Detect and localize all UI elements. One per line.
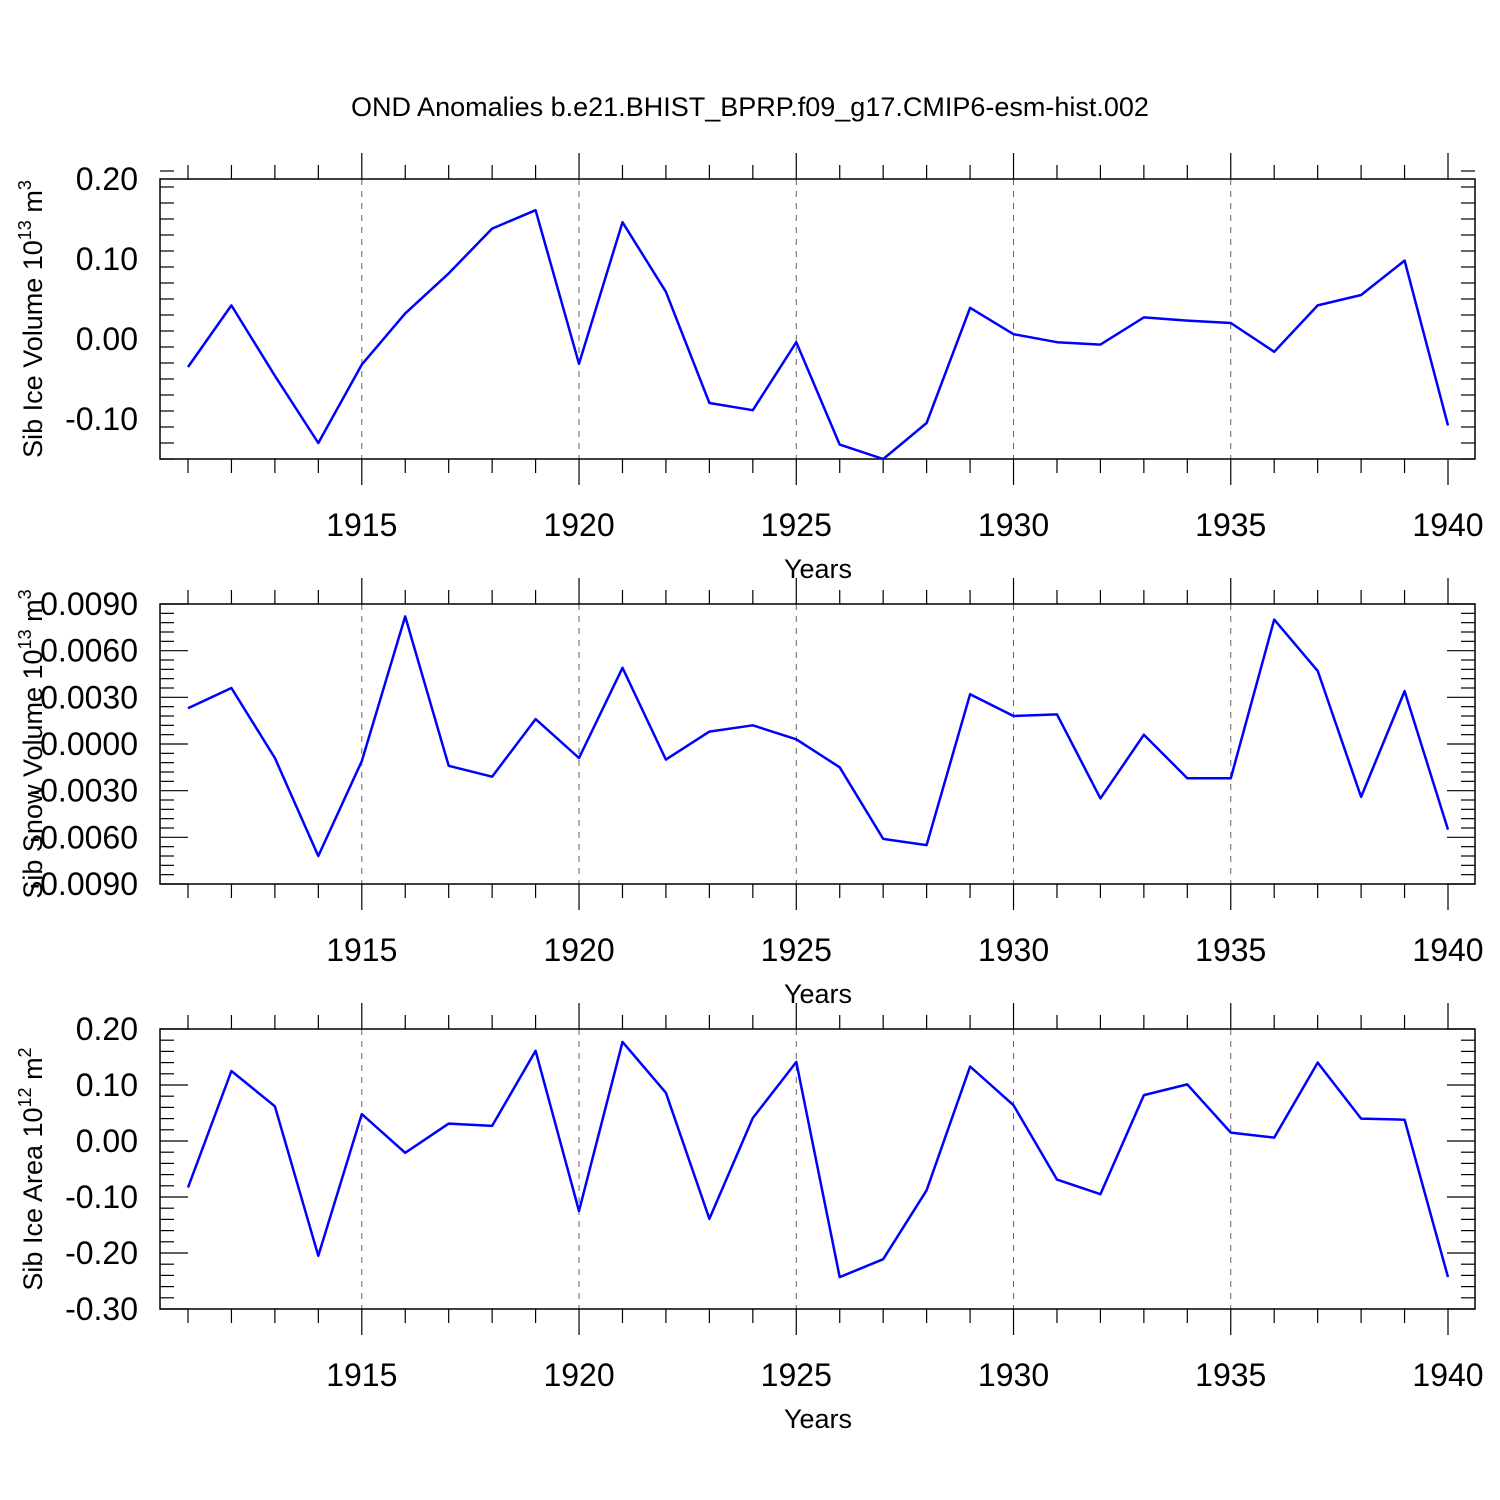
plot-frame xyxy=(159,603,1476,885)
y-tick-label: -0.0060 xyxy=(29,819,138,855)
y-tick-label: 0.0000 xyxy=(40,726,138,762)
x-tick-label: 1925 xyxy=(761,1357,832,1393)
x-tick-label: 1930 xyxy=(978,1357,1049,1393)
plot-frame xyxy=(159,178,1476,460)
x-tick-label: 1920 xyxy=(543,1357,614,1393)
x-tick-label: 1940 xyxy=(1412,932,1483,968)
y-tick-label: -0.20 xyxy=(65,1235,138,1271)
x-axis-label: Years xyxy=(784,554,852,584)
y-tick-label: -0.10 xyxy=(65,401,138,437)
series-line-sib-ice-area xyxy=(186,1040,1450,1279)
x-tick-label: 1935 xyxy=(1195,932,1266,968)
y-tick-label: 0.0060 xyxy=(40,633,138,669)
x-axis-label: Years xyxy=(784,979,852,1009)
y-tick-label: 0.20 xyxy=(76,161,138,197)
x-tick-label: 1920 xyxy=(543,932,614,968)
y-tick-label: -0.0030 xyxy=(29,773,138,809)
y-axis-label: Sib Snow Volume 1013 m3 xyxy=(15,589,48,898)
figure-title: OND Anomalies b.e21.BHIST_BPRP.f09_g17.C… xyxy=(351,92,1149,122)
y-tick-label: 0.0030 xyxy=(40,679,138,715)
x-tick-label: 1915 xyxy=(326,1357,397,1393)
x-tick-label: 1920 xyxy=(543,507,614,543)
x-tick-label: 1935 xyxy=(1195,1357,1266,1393)
panel-3: 1915 1920 1925 1930 1935 1940 Years -0.30 -0.20 -… xyxy=(15,1003,1484,1434)
y-tick-label: 0.10 xyxy=(76,1067,138,1103)
x-axis-label: Years xyxy=(784,1404,852,1434)
panel-1: 1915 1920 1925 1930 1935 1940 Years -0.10 0.00 0.… xyxy=(15,153,1484,584)
x-tick-label: 1915 xyxy=(326,507,397,543)
y-axis-label: Sib Ice Area 1012 m2 xyxy=(15,1047,48,1290)
y-tick-label: 0.0090 xyxy=(40,586,138,622)
y-tick-label: 0.00 xyxy=(76,321,138,357)
x-tick-label: 1940 xyxy=(1412,1357,1483,1393)
y-tick-label: -0.0090 xyxy=(29,866,138,902)
x-tick-label: 1935 xyxy=(1195,507,1266,543)
x-tick-label: 1925 xyxy=(761,507,832,543)
x-tick-label: 1915 xyxy=(326,932,397,968)
y-tick-label: -0.30 xyxy=(65,1291,138,1327)
y-tick-label: -0.10 xyxy=(65,1179,138,1215)
panels: 1915 1920 1925 1930 1935 1940 Years -0.10 0.00 0.… xyxy=(15,153,1484,1434)
y-tick-label: 0.10 xyxy=(76,241,138,277)
y-tick-label: 0.20 xyxy=(76,1011,138,1047)
x-tick-label: 1930 xyxy=(978,507,1049,543)
series-line-sib-snow-volume xyxy=(187,615,1450,858)
x-tick-label: 1925 xyxy=(761,932,832,968)
series-line-sib-ice-volume xyxy=(186,208,1450,459)
plot-frame xyxy=(159,1028,1476,1310)
x-tick-label: 1940 xyxy=(1412,507,1483,543)
y-axis-label: Sib Ice Volume 1013 m3 xyxy=(15,180,48,458)
panel-2: 1915 1920 1925 1930 1935 1940 Years -0.0090 -0.0… xyxy=(15,578,1484,1009)
y-tick-label: 0.00 xyxy=(76,1123,138,1159)
x-tick-label: 1930 xyxy=(978,932,1049,968)
